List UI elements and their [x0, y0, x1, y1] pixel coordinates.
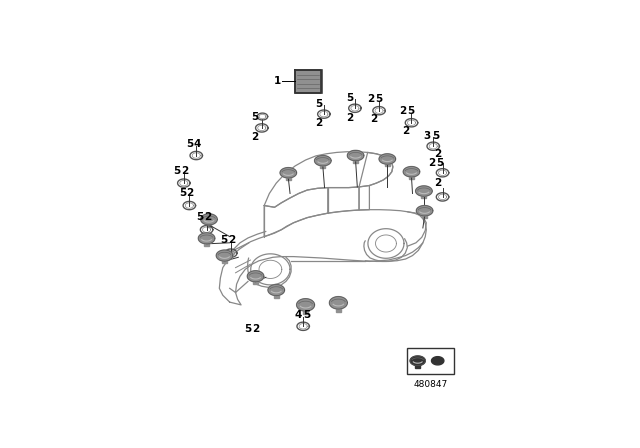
- Text: 480847: 480847: [413, 380, 448, 389]
- Text: 2: 2: [402, 126, 409, 136]
- Text: 2: 2: [434, 150, 442, 159]
- Polygon shape: [415, 186, 432, 196]
- Text: 5: 5: [407, 106, 415, 116]
- Text: 2: 2: [428, 159, 435, 168]
- Text: 2: 2: [186, 189, 194, 198]
- Polygon shape: [296, 299, 314, 311]
- FancyBboxPatch shape: [294, 69, 322, 94]
- Polygon shape: [353, 158, 358, 163]
- Polygon shape: [207, 222, 211, 227]
- Text: 2: 2: [204, 211, 211, 222]
- Text: 2: 2: [252, 324, 259, 334]
- Text: 5: 5: [436, 159, 444, 168]
- Polygon shape: [409, 174, 414, 179]
- Polygon shape: [268, 284, 285, 296]
- Text: 2: 2: [370, 114, 377, 124]
- Text: 5: 5: [196, 211, 204, 222]
- Polygon shape: [303, 308, 308, 314]
- Text: 4: 4: [295, 310, 302, 320]
- Polygon shape: [385, 162, 390, 166]
- Text: 2: 2: [252, 132, 259, 142]
- Polygon shape: [314, 155, 331, 166]
- Polygon shape: [253, 279, 258, 284]
- Text: 5: 5: [315, 99, 322, 109]
- Text: 5: 5: [432, 131, 439, 141]
- Text: 5: 5: [244, 324, 252, 334]
- Polygon shape: [286, 175, 291, 180]
- Polygon shape: [421, 194, 426, 198]
- Text: 5: 5: [173, 166, 180, 176]
- Text: 2: 2: [346, 112, 353, 123]
- Text: 4: 4: [193, 139, 200, 149]
- Polygon shape: [198, 233, 215, 244]
- Polygon shape: [201, 214, 217, 225]
- Polygon shape: [417, 206, 433, 216]
- Polygon shape: [216, 250, 233, 261]
- Text: 5: 5: [252, 112, 259, 121]
- Text: 5: 5: [220, 235, 227, 245]
- Text: 2: 2: [399, 106, 407, 116]
- Bar: [407, 348, 454, 374]
- Text: 2: 2: [181, 166, 188, 176]
- Polygon shape: [379, 154, 396, 164]
- Text: 1: 1: [273, 76, 281, 86]
- Text: 5: 5: [346, 93, 353, 103]
- Polygon shape: [431, 357, 444, 365]
- Polygon shape: [204, 241, 209, 246]
- Polygon shape: [222, 258, 227, 263]
- Polygon shape: [274, 293, 279, 298]
- Text: 5: 5: [303, 310, 310, 320]
- Text: 3: 3: [424, 131, 431, 141]
- Polygon shape: [422, 213, 427, 218]
- Text: 2: 2: [315, 118, 322, 129]
- Polygon shape: [348, 151, 364, 161]
- Text: 5: 5: [186, 139, 193, 149]
- Polygon shape: [335, 306, 341, 311]
- Polygon shape: [403, 167, 420, 177]
- Text: 2: 2: [367, 94, 375, 104]
- Polygon shape: [410, 356, 425, 366]
- Text: 2: 2: [434, 178, 442, 188]
- Polygon shape: [280, 168, 296, 178]
- Text: 5: 5: [179, 189, 186, 198]
- Polygon shape: [247, 271, 264, 282]
- Text: 2: 2: [228, 235, 235, 245]
- Polygon shape: [321, 163, 325, 168]
- Polygon shape: [415, 363, 420, 367]
- Polygon shape: [330, 297, 348, 309]
- Text: 5: 5: [376, 94, 383, 104]
